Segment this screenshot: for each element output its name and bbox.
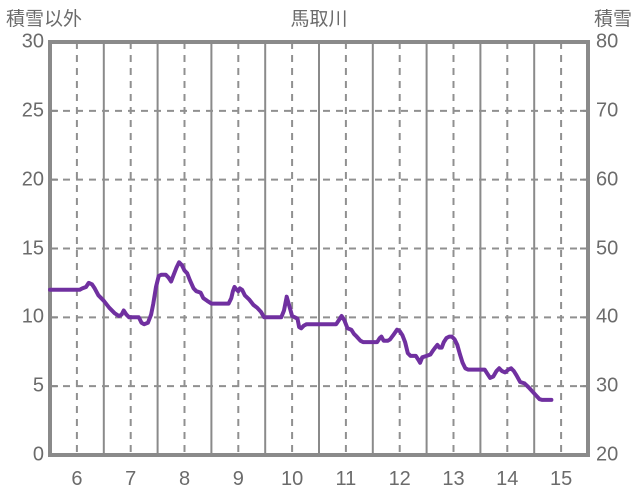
x-axis-tick-label: 9: [232, 468, 244, 490]
series-line: [48, 260, 554, 402]
right-axis-tick-label: 40: [596, 305, 619, 328]
left-axis-tick-label: 20: [21, 168, 44, 191]
left-axis-tick-label: 30: [21, 30, 44, 53]
left-axis-tick-label: 5: [32, 374, 44, 397]
right-axis-tick-label: 30: [596, 374, 619, 397]
right-axis-tick-label: 60: [596, 168, 619, 191]
x-axis-tick-label: 10: [280, 468, 304, 490]
plot-frame: [48, 40, 590, 457]
right-axis-tick-label: 80: [596, 30, 619, 53]
right-axis-tick-label: 20: [596, 443, 619, 466]
chart-title: 馬取川: [290, 9, 348, 30]
left-axis-tick-label: 10: [21, 305, 44, 328]
x-axis-tick-label: 14: [496, 468, 519, 490]
x-axis-tick-label: 8: [178, 468, 191, 490]
right-axis-tick-label: 70: [596, 99, 619, 122]
left-axis-title: 積雪以外: [6, 9, 83, 30]
left-axis-tick-label: 15: [21, 237, 44, 259]
x-axis-tick-label: 6: [71, 468, 83, 490]
x-axis-tick-label: 12: [388, 468, 411, 490]
x-axis-tick-label: 7: [125, 468, 137, 490]
x-axis-tick-label: 13: [442, 468, 465, 490]
x-axis-tick-label: 15: [549, 468, 573, 490]
right-axis-tick-label: 50: [596, 237, 619, 259]
right-axis-title: 積雪: [593, 9, 632, 30]
left-axis-tick-label: 25: [21, 99, 44, 122]
left-axis-tick-label: 0: [32, 443, 44, 466]
x-axis-tick-label: 11: [335, 468, 357, 490]
